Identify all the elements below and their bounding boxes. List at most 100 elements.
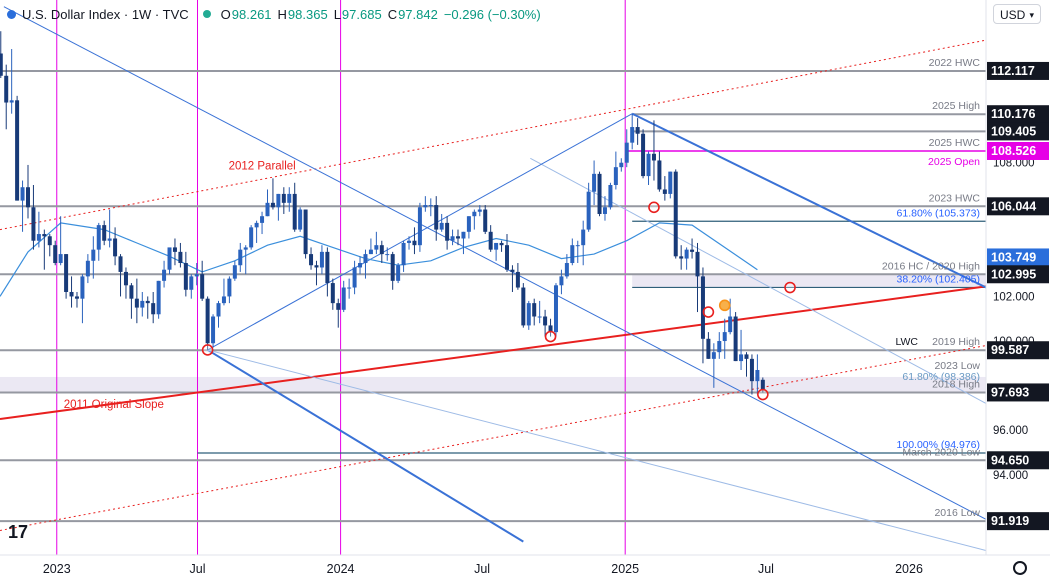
candle-111 <box>602 196 607 221</box>
candle-33 <box>178 242 183 268</box>
candle-body <box>711 352 716 359</box>
symbol-title[interactable]: U.S. Dollar Index · 1W · TVC <box>22 6 189 22</box>
candle-body <box>183 263 188 290</box>
candle-body <box>739 354 744 362</box>
candle-27 <box>145 296 150 319</box>
candle-body <box>483 209 488 232</box>
candle-12 <box>64 254 69 299</box>
price-label-8: 94.650 <box>991 453 1029 467</box>
candle-101 <box>548 318 553 337</box>
candle-body <box>543 316 548 326</box>
candle-110 <box>597 171 602 217</box>
candle-body <box>303 209 308 255</box>
candle-79 <box>428 198 433 217</box>
candle-body <box>597 173 602 214</box>
candle-body <box>36 234 41 241</box>
candle-13 <box>69 276 74 308</box>
close-value: 97.842 <box>398 6 438 22</box>
candle-41 <box>221 278 226 306</box>
candle-51 <box>276 193 281 221</box>
candle-body <box>423 205 428 208</box>
candle-body <box>504 245 509 270</box>
currency-selector[interactable]: USD ▾ <box>993 4 1041 24</box>
candle-body <box>325 251 330 284</box>
candle-32 <box>172 238 177 266</box>
candle-16 <box>85 254 90 284</box>
candle-74 <box>401 240 406 272</box>
hline-label-7: 38.20% (102.405) <box>897 273 980 285</box>
candle-body <box>172 247 177 252</box>
candle-body <box>91 249 96 261</box>
candle-131 <box>711 343 716 388</box>
trend-line-2 <box>0 344 986 531</box>
price-label-bg-1 <box>987 105 1049 124</box>
candle-body <box>47 236 52 246</box>
open-value: 98.261 <box>231 6 272 22</box>
price-label-bg-0 <box>987 61 1049 80</box>
candle-body <box>733 316 738 362</box>
marker-5 <box>757 388 769 401</box>
candle-body <box>602 207 607 214</box>
hline-extra-8: LWC <box>895 336 918 348</box>
candle-9 <box>47 234 52 257</box>
candle-98 <box>532 298 537 326</box>
candle-21 <box>113 227 118 266</box>
change-value: −0.296 (−0.30%) <box>443 6 541 22</box>
price-label-9: 91.919 <box>991 514 1029 528</box>
candle-body <box>695 251 700 277</box>
candle-30 <box>162 260 167 288</box>
candle-44 <box>238 242 243 272</box>
settings-gear-icon[interactable] <box>1013 561 1027 575</box>
candle-52 <box>281 187 286 214</box>
marker-4 <box>718 299 731 312</box>
candle-87 <box>472 209 477 230</box>
candle-137 <box>744 352 749 377</box>
candle-body <box>379 245 384 255</box>
candle-107 <box>581 220 586 266</box>
hline-label-3: 2025 HWC <box>929 137 981 149</box>
candle-68 <box>368 238 373 255</box>
candle-body <box>390 254 395 281</box>
candle-62 <box>336 298 341 328</box>
close-label: C <box>387 6 398 22</box>
candle-body <box>281 193 286 203</box>
candle-body <box>488 231 493 250</box>
candle-80 <box>434 196 439 241</box>
marker-6 <box>784 281 796 294</box>
candle-body <box>20 187 25 201</box>
candle-133 <box>722 318 727 359</box>
candle-43 <box>232 260 237 281</box>
candle-body <box>9 100 14 103</box>
candle-body <box>755 370 760 382</box>
y-tick-label-3: 96.000 <box>993 425 1028 437</box>
candle-body <box>151 303 156 315</box>
x-tick-label-0: 2023 <box>43 562 71 576</box>
candle-0 <box>0 31 3 79</box>
hline-label-12: 2016 Low <box>934 507 980 519</box>
marker-1 <box>544 330 557 343</box>
trend-line-4 <box>207 349 524 543</box>
candle-body <box>292 193 297 230</box>
candle-95 <box>515 263 520 290</box>
trend-line-5 <box>3 6 986 520</box>
candle-139 <box>755 354 760 395</box>
candle-body <box>238 249 243 266</box>
candle-body <box>401 242 406 266</box>
candle-body <box>265 202 270 217</box>
candle-body <box>287 193 292 203</box>
price-label-5: 102.995 <box>991 267 1036 281</box>
candle-66 <box>358 256 363 275</box>
candle-body <box>107 238 112 241</box>
candle-body <box>374 245 379 250</box>
candle-53 <box>287 187 292 212</box>
trend-line-7 <box>530 157 986 404</box>
tradingview-logo-icon[interactable]: 17 <box>8 522 29 542</box>
candle-body <box>145 300 150 304</box>
hline-label-11: March 2020 Low <box>902 446 980 458</box>
hline-label-10: 100.00% (94.976) <box>897 439 980 451</box>
candle-body <box>548 325 553 333</box>
candle-24 <box>129 283 134 319</box>
price-label-bg-4 <box>987 197 1049 216</box>
candle-body <box>200 274 205 299</box>
